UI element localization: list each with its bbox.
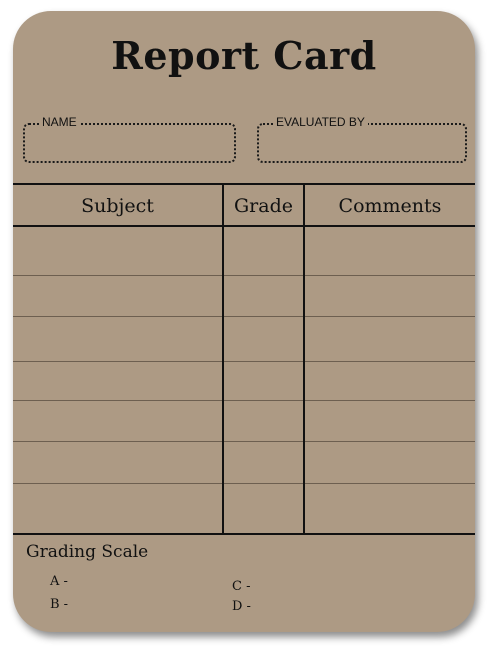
grading-scale-item: A - [50,574,68,589]
table-top-rule [13,183,475,185]
grading-scale-title: Grading Scale [26,542,149,562]
table-row-separator [13,275,475,276]
column-header-grade: Grade [234,195,293,217]
evaluated-by-field-label: EVALUATED BY [273,115,368,129]
table-header-rule [13,225,475,227]
grades-table: Subject Grade Comments [13,183,475,535]
grading-scale-item: D - [232,599,251,614]
evaluated-by-field[interactable]: EVALUATED BY [257,115,467,163]
table-row-separator [13,483,475,484]
table-row-separator [13,361,475,362]
table-row-separator [13,316,475,317]
grading-scale-item: B - [50,597,69,612]
table-bottom-rule [13,533,475,535]
table-row-separator [13,441,475,442]
column-header-subject: Subject [81,195,154,217]
name-field-label: NAME [39,115,80,129]
report-card: Report Card NAME EVALUATED BY Subject Gr… [13,11,475,632]
column-header-comments: Comments [338,195,442,217]
name-field[interactable]: NAME [23,115,236,163]
table-column-divider [222,183,224,535]
grading-scale-item: C - [232,579,251,594]
page-title: Report Card [111,33,377,78]
table-column-divider [303,183,305,535]
table-row-separator [13,400,475,401]
